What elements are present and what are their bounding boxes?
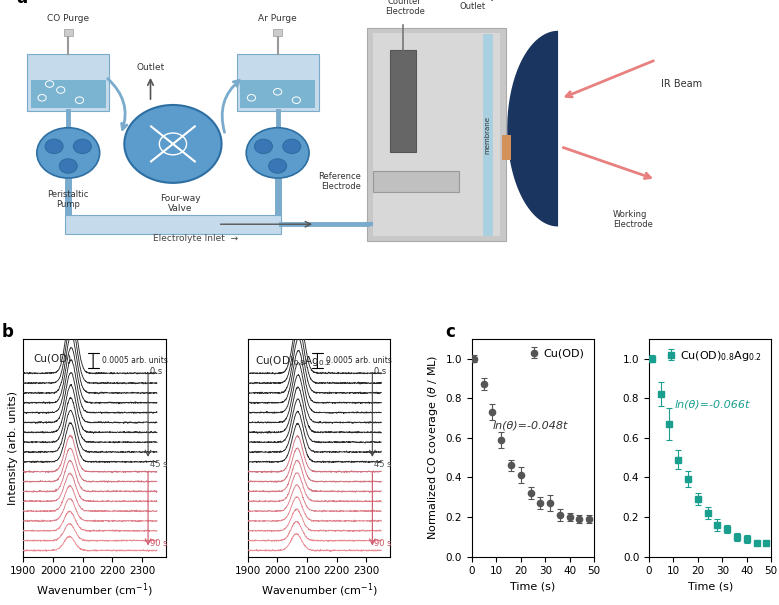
Text: membrane: membrane (485, 116, 491, 154)
X-axis label: Wavenumber (cm$^{-1}$): Wavenumber (cm$^{-1}$) (260, 582, 377, 600)
Text: 0 s: 0 s (150, 367, 162, 376)
Text: Electrolyte Inlet  →: Electrolyte Inlet → (153, 234, 238, 243)
Text: 90 s: 90 s (374, 540, 391, 548)
Text: CO Purge: CO Purge (48, 14, 90, 23)
X-axis label: Time (s): Time (s) (688, 582, 733, 592)
Circle shape (73, 139, 91, 154)
Text: IR Beam: IR Beam (661, 79, 703, 89)
Circle shape (269, 159, 287, 173)
Y-axis label: Intensity (arb. units): Intensity (arb. units) (8, 391, 18, 505)
Circle shape (246, 128, 309, 178)
Text: b: b (2, 324, 14, 341)
X-axis label: Time (s): Time (s) (510, 582, 555, 592)
Text: 45 s: 45 s (150, 460, 167, 469)
Bar (65, 215, 281, 234)
Circle shape (59, 159, 77, 173)
Text: Ar Purge: Ar Purge (259, 14, 297, 23)
Polygon shape (507, 31, 558, 226)
Bar (240, 79, 315, 108)
Text: Reference
Electrode: Reference Electrode (319, 172, 361, 191)
Circle shape (37, 128, 100, 178)
Text: Outlet: Outlet (136, 63, 164, 72)
Legend: Cu(OD): Cu(OD) (526, 344, 589, 363)
Circle shape (255, 139, 273, 154)
Text: Working
Electrode: Working Electrode (612, 210, 653, 229)
Text: Cu(OD): Cu(OD) (33, 354, 72, 364)
Text: 0 s: 0 s (374, 367, 386, 376)
Bar (273, 29, 282, 36)
Circle shape (283, 139, 301, 154)
Bar (31, 79, 106, 108)
Text: ln(θ)=-0.066t: ln(θ)=-0.066t (675, 399, 750, 409)
Bar (373, 33, 500, 236)
Text: Electrolyte
Outlet: Electrolyte Outlet (460, 0, 505, 11)
Bar (27, 54, 109, 111)
Text: Peristaltic
Pump: Peristaltic Pump (48, 190, 89, 209)
Text: 0.0005 arb. units: 0.0005 arb. units (326, 356, 392, 365)
Text: 90 s: 90 s (150, 540, 167, 548)
Bar (373, 171, 459, 192)
Text: Counter
Electrode: Counter Electrode (385, 0, 425, 16)
Bar (502, 135, 511, 160)
Bar (64, 29, 72, 36)
Bar (483, 34, 492, 235)
Y-axis label: Normalized CO coverage ($\theta$ / ML): Normalized CO coverage ($\theta$ / ML) (426, 355, 440, 540)
Legend: Cu(OD)$_{0.8}$Ag$_{0.2}$: Cu(OD)$_{0.8}$Ag$_{0.2}$ (662, 344, 766, 367)
Text: ln(θ)=-0.048t: ln(θ)=-0.048t (493, 421, 568, 431)
Circle shape (45, 139, 63, 154)
Text: 0.0005 arb. units: 0.0005 arb. units (102, 356, 168, 365)
X-axis label: Wavenumber (cm$^{-1}$): Wavenumber (cm$^{-1}$) (36, 582, 153, 600)
Bar (368, 28, 506, 241)
Text: 45 s: 45 s (374, 460, 391, 469)
Text: Four-way
Valve: Four-way Valve (160, 194, 201, 213)
Text: a: a (16, 0, 27, 7)
Circle shape (125, 105, 221, 183)
Text: c: c (445, 324, 455, 341)
Text: Cu(OD)$_{0.8}$Ag$_{0.2}$: Cu(OD)$_{0.8}$Ag$_{0.2}$ (255, 354, 331, 368)
Bar (390, 50, 416, 152)
Bar (237, 54, 319, 111)
